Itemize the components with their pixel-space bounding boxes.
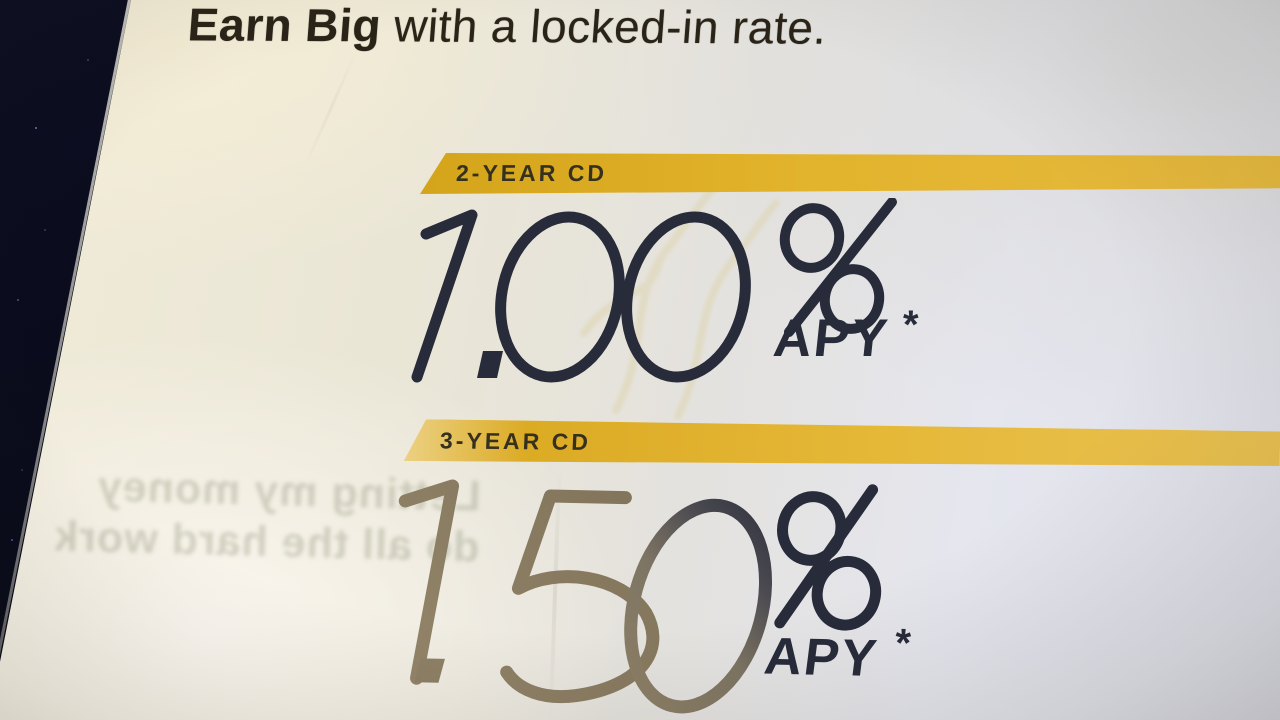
footnote-asterisk: *	[895, 621, 912, 665]
percent-sign	[779, 198, 897, 337]
percent-sign	[774, 484, 882, 631]
headline-emphasis: Earn Big	[186, 0, 384, 52]
rate-lockup-2-year: APY *	[411, 198, 919, 383]
term-label: 2-YEAR CD	[455, 160, 608, 186]
rate-lockup-3-year: APY *	[398, 479, 912, 714]
headline: Earn Big with a locked-in rate.	[186, 0, 829, 54]
rate-decimal-point	[414, 658, 445, 683]
term-label: 3-YEAR CD	[439, 426, 592, 455]
rate-digits	[411, 209, 751, 383]
apy-label: APY	[771, 309, 892, 368]
rate-digit-zero	[624, 498, 773, 714]
term-banner-2-year: 2-YEAR CD	[420, 153, 1280, 194]
footnote-asterisk: *	[903, 303, 919, 347]
rate-decimal-point	[477, 351, 503, 378]
apy-label: APY	[761, 628, 881, 688]
headline-rest: with a locked-in rate.	[392, 0, 829, 54]
rate-digits	[398, 479, 660, 704]
